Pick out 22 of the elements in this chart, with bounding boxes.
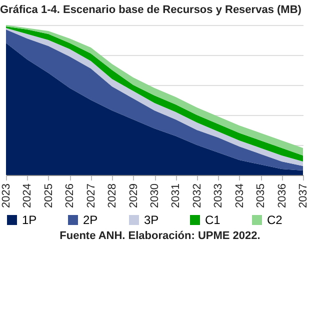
x-tick-label: 2030 xyxy=(149,184,161,208)
legend-label: C1 xyxy=(205,213,221,227)
x-tick-label: 2025 xyxy=(42,184,55,208)
source-note: Fuente ANH. Elaboración: UPME 2022. xyxy=(58,230,262,242)
legend-label: 1P xyxy=(22,213,37,227)
x-tick-label: 2034 xyxy=(234,184,246,208)
legend-label: 3P xyxy=(144,213,159,227)
x-tick-label: 2037 xyxy=(298,184,310,208)
legend-label: C2 xyxy=(267,213,283,227)
x-tick-label: 2035 xyxy=(255,184,268,208)
x-tick-label: 2036 xyxy=(276,184,288,208)
x-tick-label: 2028 xyxy=(106,184,119,208)
x-tick-label: 2033 xyxy=(212,184,225,208)
x-tick-label: 2031 xyxy=(170,184,182,208)
x-tick-label: 2026 xyxy=(64,184,76,208)
x-tick-label: 2032 xyxy=(191,184,204,208)
x-tick-label: 2024 xyxy=(22,184,34,208)
chart-title: Gráfica 1-4. Escenario base de Recursos y Reservas (MB) xyxy=(0,4,302,16)
legend-label: 2P xyxy=(83,213,98,227)
x-tick-label: 2023 xyxy=(0,184,12,208)
x-tick-label: 2029 xyxy=(128,184,140,208)
x-tick-label: 2027 xyxy=(85,184,98,208)
